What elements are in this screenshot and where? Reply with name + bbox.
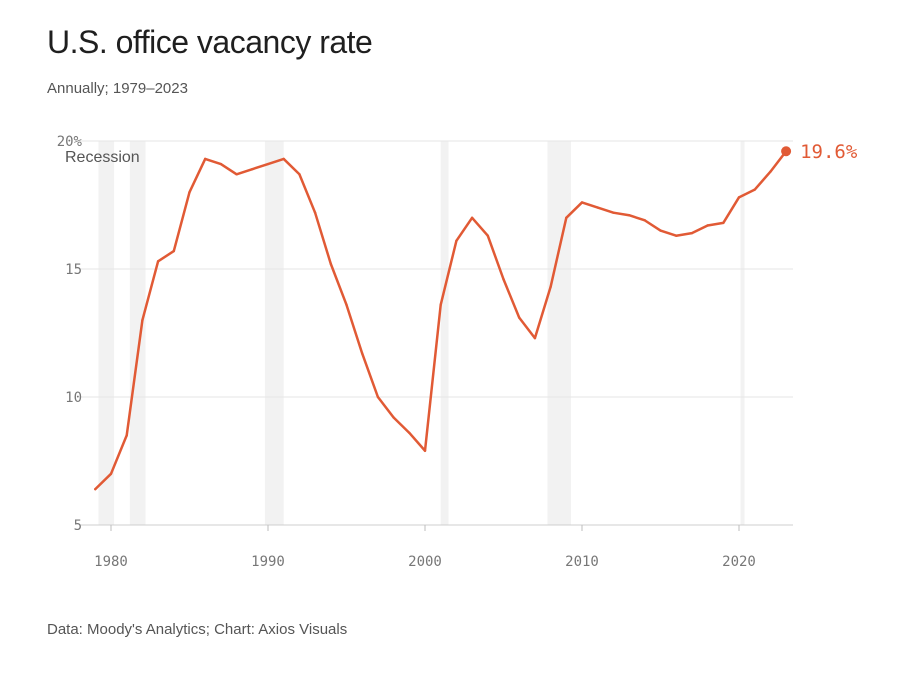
y-tick-label-20: 20% [57, 134, 83, 150]
data-point-1990 [266, 162, 270, 166]
source-note: Data: Moody's Analytics; Chart: Axios Vi… [47, 621, 348, 638]
data-point-2022 [769, 170, 772, 173]
y-tick-label-15: 15 [65, 262, 82, 278]
y-tick-label-10: 10 [65, 390, 82, 406]
recession-band-5 [740, 141, 745, 525]
x-tick-label-2020: 2020 [722, 554, 756, 570]
data-point-2016 [675, 234, 678, 237]
gridlines [80, 140, 793, 526]
y-tick-label-5: 5 [74, 518, 82, 534]
data-point-1987 [219, 162, 223, 166]
data-point-1994 [329, 262, 332, 266]
data-point-2000 [423, 449, 427, 452]
end-point-marker [781, 146, 792, 157]
data-point-2017 [690, 231, 694, 235]
recession-band-1 [129, 141, 146, 525]
data-point-2006 [518, 316, 521, 319]
data-point-2019 [722, 221, 725, 225]
recession-bands [98, 141, 745, 525]
data-point-1993 [313, 211, 317, 214]
data-point-1980 [109, 472, 113, 475]
x-tick-label-1980: 1980 [94, 554, 128, 570]
data-point-2012 [612, 211, 615, 214]
data-point-2002 [455, 239, 458, 243]
data-point-2020 [737, 196, 741, 199]
data-point-1985 [188, 191, 191, 194]
data-point-1981 [125, 434, 128, 437]
data-point-2007 [533, 336, 537, 340]
end-value-label: 19.6% [800, 141, 858, 163]
data-point-1992 [298, 173, 301, 176]
data-point-2021 [753, 188, 756, 191]
data-point-2015 [659, 229, 662, 232]
data-point-1998 [392, 416, 395, 419]
data-point-1984 [172, 249, 175, 253]
data-point-1991 [282, 157, 285, 161]
data-point-1979 [94, 487, 97, 491]
data-point-2009 [565, 216, 568, 219]
data-point-2003 [470, 216, 474, 219]
data-point-1983 [156, 260, 160, 263]
x-tick-label-1990: 1990 [251, 554, 285, 570]
x-tick-label-2000: 2000 [408, 554, 442, 570]
data-point-2001 [439, 303, 442, 307]
data-point-2008 [549, 285, 552, 289]
data-point-2014 [643, 219, 646, 222]
data-point-1999 [408, 431, 411, 435]
data-point-1996 [361, 352, 364, 355]
x-axis-ticks: 1980 1990 2000 2010 2020 [94, 525, 756, 570]
data-point-2011 [596, 206, 599, 209]
data-point-2018 [706, 224, 709, 227]
data-point-1988 [235, 173, 238, 176]
data-point-2010 [580, 201, 584, 204]
chart-title: U.S. office vacancy rate [47, 24, 373, 60]
chart-subtitle: Annually; 1979–2023 [47, 80, 188, 97]
x-tick-label-2010: 2010 [565, 554, 599, 570]
y-axis-ticks: 20% 15 10 5 [57, 134, 83, 534]
data-points [94, 150, 788, 491]
data-point-2005 [502, 278, 505, 281]
recession-band-4 [547, 141, 572, 525]
recession-legend-label: Recession [65, 149, 140, 166]
data-point-1982 [141, 319, 144, 322]
data-point-2004 [486, 234, 489, 237]
data-point-1997 [376, 395, 380, 399]
recession-band-2 [264, 141, 284, 525]
data-point-1995 [345, 303, 348, 307]
data-point-1989 [251, 167, 254, 171]
data-point-1986 [204, 157, 207, 161]
recession-band-0 [98, 141, 115, 525]
recession-band-3 [440, 141, 449, 525]
data-point-2013 [627, 214, 631, 217]
